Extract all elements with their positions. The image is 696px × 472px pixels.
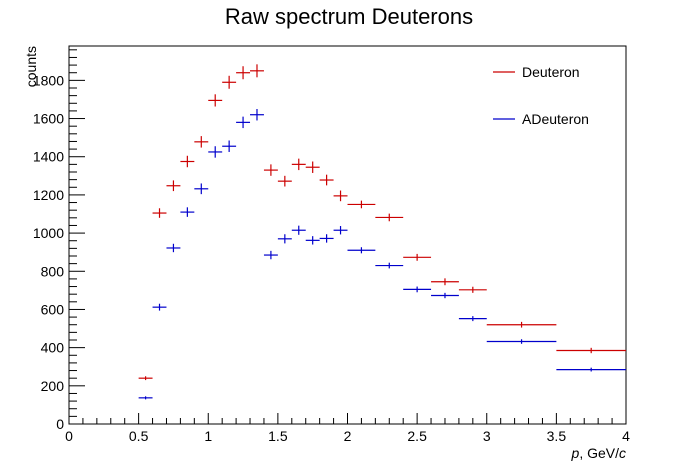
- data-point: [458, 316, 487, 322]
- data-point: [194, 183, 209, 195]
- x-tick-label: 3: [483, 428, 491, 444]
- data-point: [277, 175, 292, 187]
- data-point: [138, 376, 153, 381]
- data-point: [486, 339, 557, 344]
- data-point: [236, 66, 251, 80]
- y-tick-label: 800: [41, 263, 65, 279]
- data-point: [236, 116, 251, 129]
- data-point: [222, 75, 237, 89]
- y-tick-label: 0: [56, 416, 64, 432]
- data-point: [333, 226, 348, 235]
- data-point: [375, 262, 404, 269]
- y-tick-label: 1200: [33, 187, 64, 203]
- data-point: [291, 158, 306, 171]
- data-point: [180, 207, 195, 217]
- x-axis-label: p, GeV/c: [571, 445, 626, 461]
- data-point: [166, 180, 181, 192]
- data-point: [431, 278, 459, 286]
- data-point: [166, 243, 181, 253]
- legend-label-deuteron: Deuteron: [522, 64, 580, 80]
- data-point: [319, 234, 334, 243]
- plot-frame: [68, 45, 627, 425]
- y-axis-label: counts: [23, 46, 39, 87]
- data-point: [263, 164, 278, 176]
- y-tick-label: 1600: [33, 111, 64, 127]
- chart-title: Raw spectrum Deuterons: [225, 4, 473, 29]
- data-point: [208, 94, 223, 107]
- data-point: [222, 140, 237, 152]
- x-axis-label-unit: , GeV/: [579, 445, 619, 461]
- x-axis-label-unit-var: c: [619, 445, 626, 461]
- y-tick-label: 1000: [33, 225, 64, 241]
- data-point: [305, 236, 320, 245]
- series-deuteron: [138, 64, 626, 381]
- data-point: [347, 200, 376, 209]
- data-point: [431, 292, 459, 299]
- data-point: [194, 136, 209, 148]
- data-point: [556, 347, 626, 354]
- x-tick-label: 0: [65, 428, 73, 444]
- data-point: [556, 367, 626, 372]
- y-tick-label: 1800: [33, 72, 64, 88]
- data-point: [138, 396, 153, 400]
- x-tick-label: 3.5: [547, 428, 567, 444]
- series-adeuteron: [138, 109, 626, 400]
- x-tick-label: 1.5: [268, 428, 288, 444]
- y-tick-label: 400: [41, 340, 65, 356]
- y-tick-label: 600: [41, 301, 65, 317]
- legend: Deuteron ADeuteron: [493, 64, 589, 127]
- data-point: [180, 155, 195, 168]
- data-point: [333, 190, 348, 202]
- data-point: [347, 247, 376, 254]
- data-point: [250, 64, 264, 78]
- data-point: [319, 174, 334, 186]
- data-point: [305, 161, 320, 173]
- legend-label-adeuteron: ADeuteron: [522, 111, 589, 127]
- x-tick-label: 1: [204, 428, 212, 444]
- x-tick-label: 4: [622, 428, 630, 444]
- data-point: [152, 208, 167, 218]
- series-layer: [138, 64, 626, 400]
- y-tick-label: 200: [41, 378, 65, 394]
- data-point: [403, 253, 432, 261]
- x-tick-label: 0.5: [129, 428, 149, 444]
- x-tick-label: 2.5: [407, 428, 427, 444]
- data-point: [458, 286, 487, 293]
- data-point: [375, 213, 404, 222]
- data-point: [152, 303, 167, 311]
- data-point: [486, 321, 557, 328]
- axes: 0 0.5 1 1.5 2 2.5 3 3.5 4 0 200 400 600 800 1000 1200 14…: [33, 45, 630, 444]
- data-point: [291, 225, 306, 235]
- x-axis-label-var: p: [571, 445, 580, 461]
- data-point: [208, 146, 223, 158]
- data-point: [277, 234, 292, 244]
- data-point: [263, 250, 278, 260]
- data-point: [403, 286, 432, 293]
- data-point: [250, 109, 264, 121]
- x-tick-label: 2: [344, 428, 352, 444]
- y-tick-label: 1400: [33, 149, 64, 165]
